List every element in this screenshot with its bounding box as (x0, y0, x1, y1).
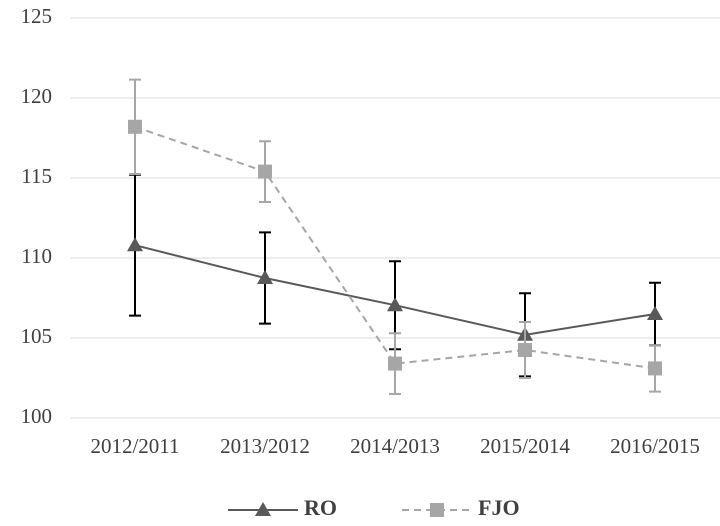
marker (388, 356, 402, 371)
y-tick-label: 115 (21, 164, 52, 188)
x-tick-label: 2016/2015 (610, 434, 700, 458)
series-line (134, 125, 656, 370)
legend-label: FJO (478, 495, 520, 520)
marker (257, 270, 273, 284)
marker (647, 306, 663, 320)
y-tick-label: 110 (21, 244, 52, 268)
x-tick-label: 2012/2011 (90, 434, 179, 458)
y-tick-label: 100 (21, 404, 53, 428)
y-tick-label: 125 (21, 4, 53, 28)
x-tick-label: 2013/2012 (220, 434, 310, 458)
y-tick-label: 105 (21, 324, 53, 348)
y-tick-label: 120 (21, 84, 53, 108)
legend-marker (255, 502, 271, 516)
legend-label: RO (304, 495, 337, 520)
marker (128, 119, 142, 134)
marker (518, 343, 532, 357)
marker (258, 164, 272, 179)
x-tick-label: 2014/2013 (350, 434, 440, 458)
marker (648, 361, 662, 376)
marker (127, 237, 143, 252)
legend-marker (430, 503, 444, 517)
marker (387, 297, 403, 312)
x-tick-label: 2015/2014 (480, 434, 570, 458)
